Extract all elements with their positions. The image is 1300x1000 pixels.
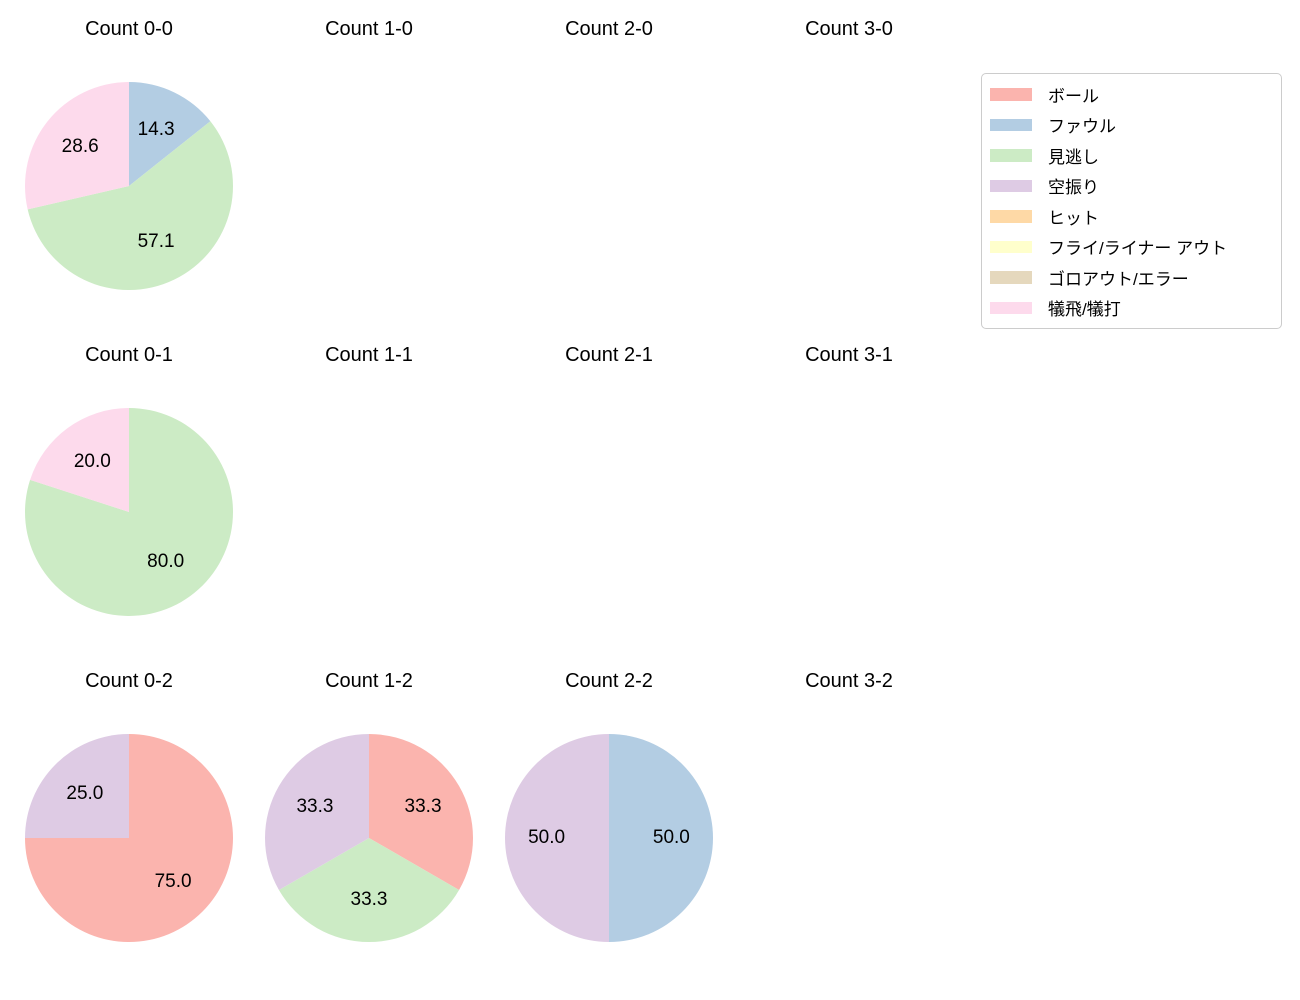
pie-title: Count 0-2 <box>85 670 173 692</box>
legend-label: ヒット <box>1048 208 1099 228</box>
pie-chart <box>505 734 713 942</box>
legend-color-swatch <box>990 88 1032 101</box>
slice-percentage-label: 50.0 <box>528 827 566 848</box>
legend-item: ゴロアウト/エラー <box>982 262 1281 293</box>
legend-color-swatch <box>990 271 1032 284</box>
legend-item: ファウル <box>982 110 1281 141</box>
pie-chart <box>25 734 233 942</box>
pie-title: Count 1-2 <box>325 670 413 692</box>
pie-slice <box>369 734 474 890</box>
slice-percentage-label: 33.3 <box>296 795 334 817</box>
pie-title: Count 2-2 <box>565 670 653 692</box>
pie-slice <box>609 734 713 942</box>
legend-label: 空振り <box>1048 178 1099 198</box>
pie-chart <box>24 408 233 616</box>
pie-title: Count 3-2 <box>805 670 893 692</box>
slice-percentage-label: 80.0 <box>147 551 185 573</box>
pie-chart <box>264 734 474 943</box>
pie-slice <box>25 82 129 210</box>
pie-title: Count 1-1 <box>325 344 413 366</box>
pie-title: Count 0-0 <box>85 18 173 40</box>
legend-color-swatch <box>990 240 1032 253</box>
legend-color-swatch <box>990 118 1032 131</box>
legend-item: ボール <box>982 79 1281 110</box>
legend-color-swatch <box>990 149 1032 162</box>
slice-percentage-label: 28.6 <box>61 136 99 158</box>
pie-slice <box>25 734 129 838</box>
pie-title: Count 2-0 <box>565 18 653 40</box>
slice-percentage-label: 14.3 <box>137 118 175 140</box>
legend-item: ヒット <box>982 201 1281 232</box>
legend-label: ゴロアウト/エラー <box>1048 269 1189 289</box>
pie-title: Count 3-1 <box>805 344 893 366</box>
legend-label: ファウル <box>1048 117 1116 137</box>
legend-color-swatch <box>990 210 1032 223</box>
pie-slice <box>264 734 369 890</box>
legend-color-swatch <box>990 301 1032 314</box>
legend-item: フライ/ライナー アウト <box>982 232 1281 263</box>
slice-percentage-label: 75.0 <box>154 871 192 893</box>
pie-slice <box>505 734 609 942</box>
pie-title: Count 3-0 <box>805 18 893 40</box>
pie-title: Count 2-1 <box>565 344 653 366</box>
pie-slice <box>24 408 233 616</box>
legend-item: 見逃し <box>982 140 1281 171</box>
legend-label: ボール <box>1048 86 1099 106</box>
pie-chart <box>25 82 234 291</box>
legend-item: 空振り <box>982 171 1281 202</box>
pie-title: Count 0-1 <box>85 344 173 366</box>
pie-slice <box>30 408 130 512</box>
legend-label: 犠飛/犠打 <box>1048 300 1121 320</box>
slice-percentage-label: 20.0 <box>73 450 111 472</box>
legend-label: 見逃し <box>1048 147 1099 167</box>
slice-percentage-label: 25.0 <box>66 782 104 804</box>
pie-slice <box>27 121 234 291</box>
pie-slice <box>129 82 211 186</box>
slice-percentage-label: 33.3 <box>404 795 442 817</box>
legend-color-swatch <box>990 179 1032 192</box>
pie-title: Count 1-0 <box>325 18 413 40</box>
legend-item: 犠飛/犠打 <box>982 293 1281 324</box>
slice-percentage-label: 57.1 <box>137 231 175 253</box>
slice-percentage-label: 33.3 <box>350 889 388 911</box>
pie-slice <box>278 838 460 943</box>
slice-percentage-label: 50.0 <box>652 827 690 848</box>
legend-label: フライ/ライナー アウト <box>1048 239 1228 259</box>
legend: ボールファウル見逃し空振りヒットフライ/ライナー アウト ゴロアウト/エラー 犠飛/… <box>981 73 1282 329</box>
